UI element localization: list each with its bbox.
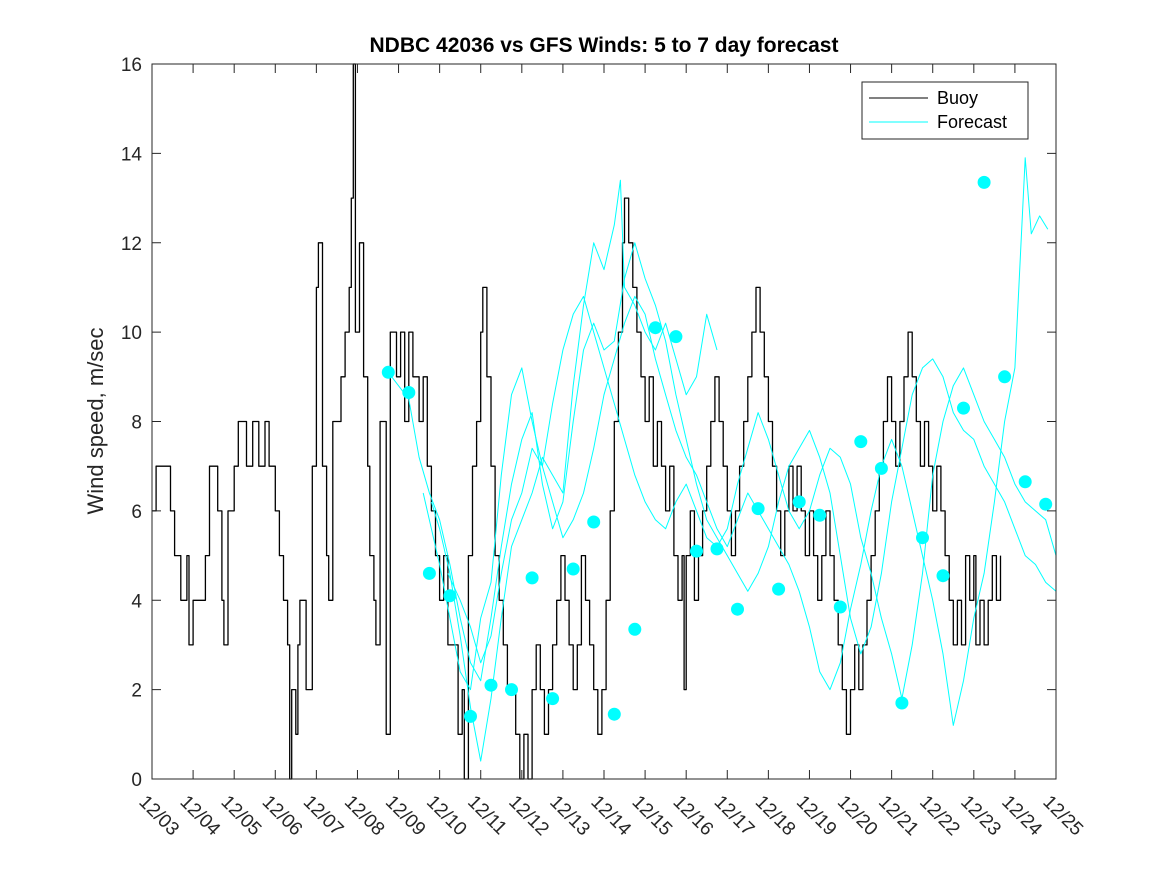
buoy-series-line [152,63,1002,780]
forecast-point [587,515,601,529]
y-tick-label: 4 [131,591,142,612]
y-axis-label: Wind speed, m/sec [83,327,108,514]
chart-title: NDBC 42036 vs GFS Winds: 5 to 7 day fore… [370,34,839,57]
forecast-series-line [447,157,1049,726]
y-axis: 0 2 4 6 8 10 12 14 16 [121,55,1056,791]
forecast-point [628,622,642,636]
forecast-point [546,692,560,706]
forecast-point [505,683,518,697]
forecast-point [772,582,786,596]
forecast-point [669,330,683,344]
forecast-point [895,696,909,710]
forecast-point [751,502,765,516]
forecast-point [854,435,868,449]
forecast-point [874,461,888,475]
forecast-point [731,602,744,616]
plot-area [152,64,1056,779]
legend-buoy-label: Buoy [937,88,978,108]
forecast-point [607,707,621,721]
forecast-point [464,709,477,723]
forecast-point [957,401,970,415]
forecast-point [813,508,827,522]
y-tick-label: 8 [131,413,142,434]
forecast-point [484,678,498,692]
forecast-point [916,531,929,545]
forecast-point [443,589,457,603]
forecast-point [648,321,662,335]
forecast-point [402,386,416,399]
y-tick-label: 6 [131,502,142,523]
y-tick-label: 14 [121,144,143,165]
forecast-point [525,571,539,585]
forecast-series-line [422,295,1057,700]
series-layer [152,63,1057,780]
legend: Buoy Forecast [861,81,1029,140]
forecast-point [422,566,436,580]
forecast-series-line [430,179,718,762]
marker-layer [381,175,1053,723]
y-tick-label: 10 [121,323,142,344]
legend-forecast-label: Forecast [937,112,1007,132]
forecast-point [381,365,395,379]
forecast-point [1018,475,1032,489]
y-tick-label: 16 [121,55,142,76]
forecast-point [977,175,991,189]
forecast-point [1039,497,1053,511]
forecast-point [566,562,580,576]
y-tick-label: 2 [131,681,142,702]
legend-box [861,81,1029,140]
y-tick-label: 12 [121,234,142,255]
forecast-point [710,542,724,556]
y-tick-label: 0 [131,770,142,791]
forecast-point [833,600,847,614]
forecast-point [936,569,950,583]
forecast-point [792,495,806,509]
forecast-point [998,370,1012,384]
forecast-point [690,544,703,558]
